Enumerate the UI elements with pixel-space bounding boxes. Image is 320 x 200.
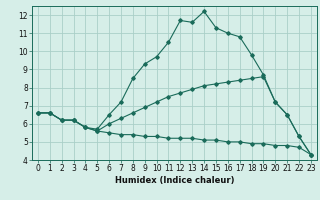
X-axis label: Humidex (Indice chaleur): Humidex (Indice chaleur) [115,176,234,185]
